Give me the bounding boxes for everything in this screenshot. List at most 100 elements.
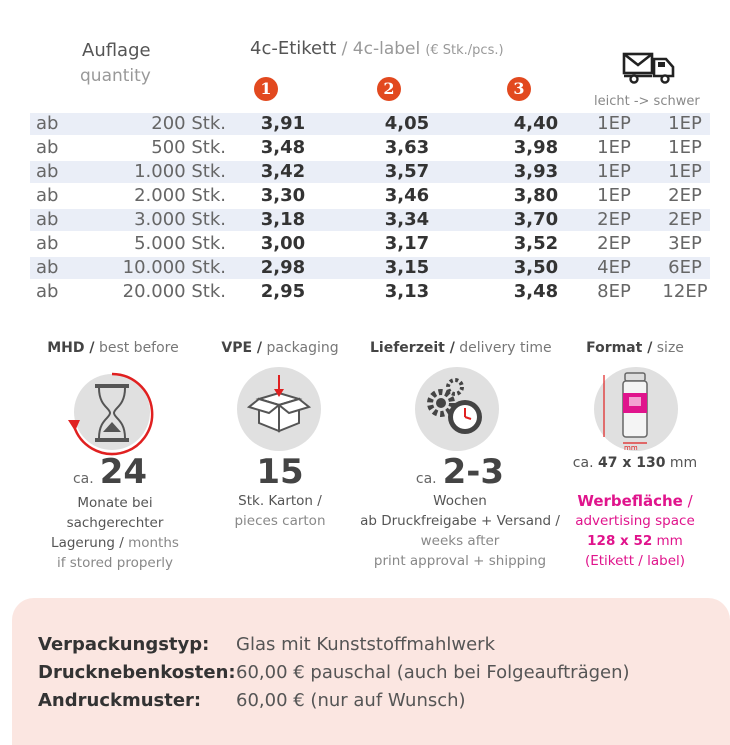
quantity-cell: 1.000 Stk. xyxy=(134,161,226,182)
ep-heavy-cell: 1EP xyxy=(668,113,702,134)
detail-row-printing-costs: Drucknebenkosten:60,00 € pauschal (auch … xyxy=(38,662,630,683)
price-header: 4c-Etikett / 4c-label (€ Stk./pcs.) xyxy=(250,38,504,59)
details-panel: Verpackungstyp: Glas mit Kunststoffmahlwe… xyxy=(12,598,730,745)
vpe-description: Stk. Karton / pieces carton xyxy=(200,491,360,531)
price-cell-2: 3,57 xyxy=(384,161,430,182)
delivery-line4: print approval + shipping xyxy=(373,553,547,569)
quantity-cell: 2.000 Stk. xyxy=(134,185,226,206)
price-cell-1: 2,98 xyxy=(260,257,306,278)
vpe-value: 15 xyxy=(256,452,304,492)
quantity-header-de: Auflage xyxy=(82,40,151,61)
adv-title-de: Werbefläche xyxy=(577,492,683,510)
quantity-header-en: quantity xyxy=(80,66,151,86)
advertising-space: Werbefläche / advertising space 128 x 52… xyxy=(555,491,715,571)
ep-light-cell: 4EP xyxy=(597,257,631,278)
detail-row-packaging: Verpackungstyp: Glas mit Kunststoffmahlwe… xyxy=(38,634,495,655)
ep-heavy-cell: 2EP xyxy=(668,209,702,230)
box-icon xyxy=(237,367,321,451)
format-title: Format / size xyxy=(560,340,710,356)
price-cell-2: 4,05 xyxy=(384,113,430,134)
format-unit: mm xyxy=(669,455,698,471)
table-row: ab 500 Stk. 3,48 3,63 3,98 1EP 1EP xyxy=(30,137,710,159)
price-cell-3: 3,48 xyxy=(513,281,559,302)
price-header-en: 4c-label xyxy=(352,39,421,59)
vpe-line2: pieces carton xyxy=(234,513,326,529)
quantity-cell: 500 Stk. xyxy=(151,137,226,158)
adv-value: 128 x 52 xyxy=(587,533,653,549)
delivery-title-de: Lieferzeit / xyxy=(370,340,455,356)
vpe-title-de: VPE / xyxy=(221,340,263,356)
format-size: ca. 47 x 130 mm xyxy=(555,453,715,473)
price-header-unit: (€ Stk./pcs.) xyxy=(425,43,504,58)
ab-label: ab xyxy=(36,161,59,182)
mhd-title-en: best before xyxy=(98,340,179,356)
quantity-cell: 200 Stk. xyxy=(151,113,226,134)
adv-note: (Etikett / label) xyxy=(584,553,686,569)
mhd-line3-de: Lagerung / xyxy=(51,535,124,551)
detail-key: Drucknebenkosten: xyxy=(38,662,236,683)
price-cell-3: 3,70 xyxy=(513,209,559,230)
detail-value: 60,00 € (nur auf Wunsch) xyxy=(236,690,466,711)
adv-title-en: advertising space xyxy=(575,513,695,529)
adv-title-sep: / xyxy=(682,492,693,510)
detail-row-proof: Andruckmuster: 60,00 € (nur auf Wunsch) xyxy=(38,690,466,711)
format-prefix: ca. xyxy=(572,455,594,471)
price-cell-3: 3,52 xyxy=(513,233,559,254)
vpe-title: VPE / packaging xyxy=(205,340,355,356)
table-row: ab 200 Stk. 3,91 4,05 4,40 1EP 1EP xyxy=(30,113,710,135)
price-cell-2: 3,46 xyxy=(384,185,430,206)
hourglass-icon xyxy=(65,368,157,464)
price-cell-2: 3,63 xyxy=(384,137,430,158)
price-cell-2: 3,15 xyxy=(384,257,430,278)
ab-label: ab xyxy=(36,257,59,278)
format-title-de: Format / xyxy=(586,340,653,356)
ep-light-cell: 1EP xyxy=(597,161,631,182)
jar-mm-label: mm xyxy=(624,444,638,451)
table-row: ab 3.000 Stk. 3,18 3,34 3,70 2EP 2EP xyxy=(30,209,710,231)
ep-light-cell: 1EP xyxy=(597,137,631,158)
delivery-prefix: ca. xyxy=(415,471,437,487)
variant-badge-2: 2 xyxy=(377,77,401,101)
delivery-line1: Wochen xyxy=(433,493,487,509)
price-cell-3: 3,50 xyxy=(513,257,559,278)
delivery-title: Lieferzeit / delivery time xyxy=(370,340,552,356)
ab-label: ab xyxy=(36,209,59,230)
mhd-line3-en: months xyxy=(128,535,179,551)
price-cell-1: 2,95 xyxy=(260,281,306,302)
detail-value: 60,00 € pauschal (auch bei Folgeaufträge… xyxy=(236,662,630,683)
quantity-cell: 10.000 Stk. xyxy=(122,257,226,278)
gears-clock-icon xyxy=(415,367,499,451)
ep-heavy-cell: 1EP xyxy=(668,137,702,158)
mhd-line3: Lagerung / months xyxy=(30,533,200,553)
format-title-en: size xyxy=(656,340,684,356)
price-cell-1: 3,18 xyxy=(260,209,306,230)
ab-label: ab xyxy=(36,113,59,134)
ep-heavy-cell: 6EP xyxy=(668,257,702,278)
mail-truck-icon xyxy=(622,50,678,88)
ep-light-cell: 2EP xyxy=(597,209,631,230)
delivery-number: 2-3 xyxy=(442,452,505,492)
ep-heavy-cell: 2EP xyxy=(668,185,702,206)
ep-light-cell: 1EP xyxy=(597,185,631,206)
adv-unit: mm xyxy=(656,533,683,549)
delivery-title-en: delivery time xyxy=(459,340,552,356)
price-cell-2: 3,17 xyxy=(384,233,430,254)
price-cell-3: 3,98 xyxy=(513,137,559,158)
ep-light-cell: 2EP xyxy=(597,233,631,254)
weight-note: leicht -> schwer xyxy=(594,94,700,109)
delivery-line3: weeks after xyxy=(420,533,500,549)
price-cell-1: 3,30 xyxy=(260,185,306,206)
table-row: ab 20.000 Stk. 2,95 3,13 3,48 8EP 12EP xyxy=(30,281,710,303)
detail-key: Verpackungstyp: xyxy=(38,634,210,655)
ep-heavy-cell: 3EP xyxy=(668,233,702,254)
ep-heavy-cell: 12EP xyxy=(662,281,708,302)
table-row: ab 5.000 Stk. 3,00 3,17 3,52 2EP 3EP xyxy=(30,233,710,255)
price-cell-1: 3,42 xyxy=(260,161,306,182)
price-cell-1: 3,48 xyxy=(260,137,306,158)
jar-dimensions-icon: mm xyxy=(594,367,678,452)
detail-value: Glas mit Kunststoffmahlwerk xyxy=(236,634,495,655)
price-header-sep: / xyxy=(336,39,353,59)
table-row: ab 2.000 Stk. 3,30 3,46 3,80 1EP 2EP xyxy=(30,185,710,207)
vpe-line1: Stk. Karton / xyxy=(238,493,322,509)
price-cell-1: 3,00 xyxy=(260,233,306,254)
